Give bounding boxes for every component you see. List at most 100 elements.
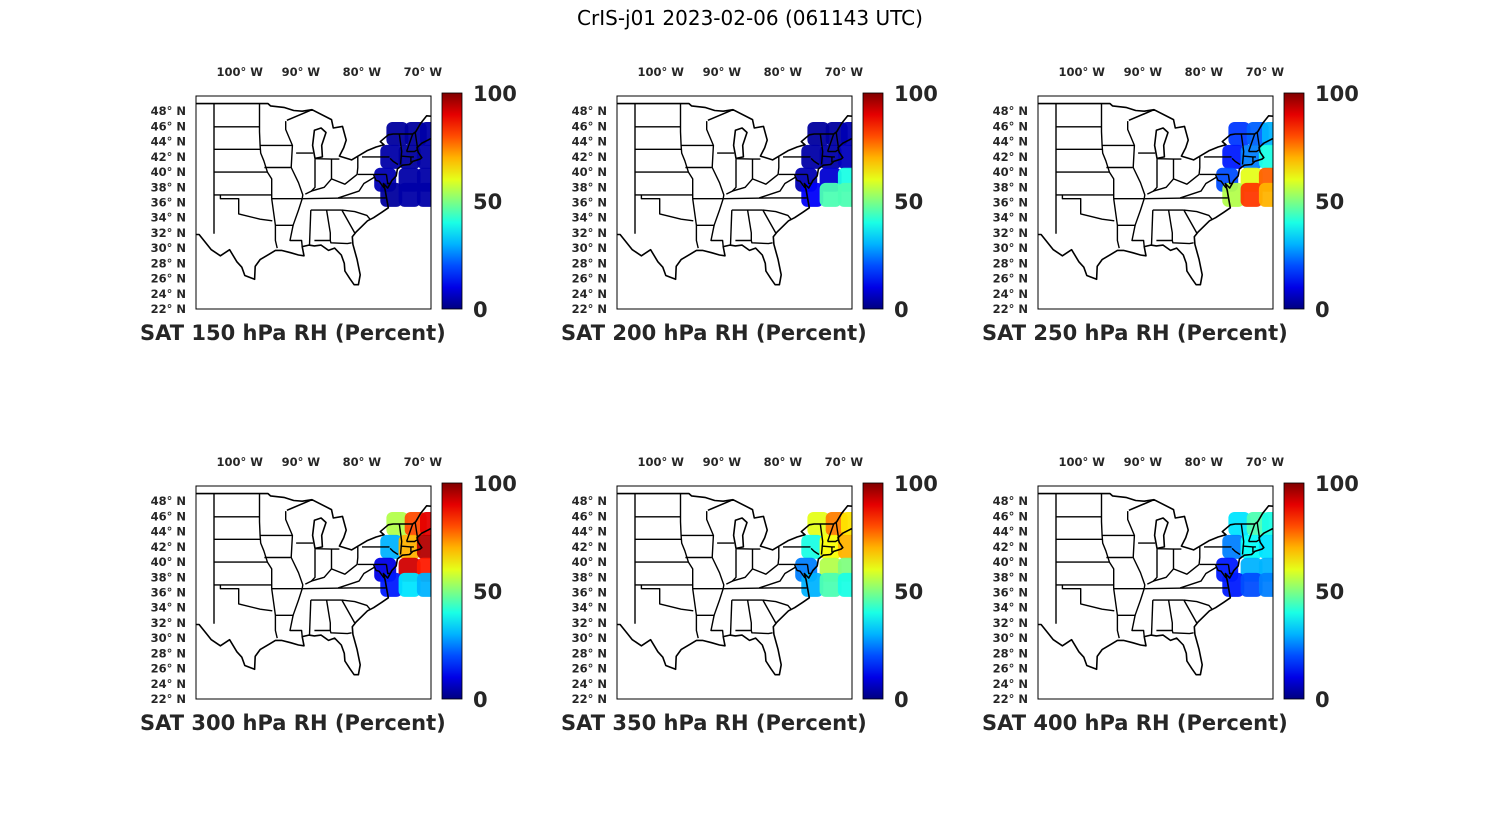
state-boundary xyxy=(1113,198,1120,249)
state-boundary xyxy=(337,566,375,589)
lat-tick-label: 28° N xyxy=(151,256,186,270)
lat-tick-label: 34° N xyxy=(151,211,186,225)
rh-data-cell xyxy=(837,182,852,207)
lon-tick-label: 90° W xyxy=(282,65,321,79)
lon-tick-label: 100° W xyxy=(1058,455,1105,469)
map-frame xyxy=(616,95,853,310)
state-boundary xyxy=(1153,546,1201,582)
map-area xyxy=(196,102,431,286)
state-boundary xyxy=(385,174,391,185)
state-boundary xyxy=(406,539,418,543)
lat-tick-label: 26° N xyxy=(151,272,186,286)
state-boundary xyxy=(806,564,812,575)
panel-title: SAT 250 hPa RH (Percent) xyxy=(982,321,1288,345)
state-boundary xyxy=(821,155,835,158)
lon-tick-label: 70° W xyxy=(404,65,443,79)
state-boundary xyxy=(308,210,312,246)
lat-tick-label: 26° N xyxy=(993,662,1028,676)
rh-data-cell xyxy=(416,182,431,207)
lat-tick-label: 42° N xyxy=(572,150,607,164)
lat-tick-label: 36° N xyxy=(993,196,1028,210)
panel-title: SAT 200 hPa RH (Percent) xyxy=(561,321,867,345)
lat-tick-label: 24° N xyxy=(993,287,1028,301)
lat-tick-label: 36° N xyxy=(993,586,1028,600)
state-boundary xyxy=(826,523,835,542)
state-boundary xyxy=(729,210,733,246)
lat-tick-label: 42° N xyxy=(151,150,186,164)
coastline xyxy=(196,137,431,286)
lat-tick-label: 36° N xyxy=(572,586,607,600)
lat-tick-label: 30° N xyxy=(151,241,186,255)
map-area xyxy=(617,102,852,286)
state-boundary xyxy=(341,209,356,234)
rh-data-cell xyxy=(1258,572,1273,597)
lat-tick-label: 22° N xyxy=(993,692,1028,706)
map-panel: 100° W 90° W 80° W 70° W 48° N46° N 44° N42° … xyxy=(140,65,517,345)
lake-michigan xyxy=(1153,127,1169,160)
state-boundary xyxy=(1247,523,1256,542)
state-boundary xyxy=(1248,539,1260,543)
panel-title: SAT 300 hPa RH (Percent) xyxy=(140,711,446,735)
state-boundary xyxy=(1242,545,1256,548)
state-boundary xyxy=(311,156,359,192)
lat-tick-label: 48° N xyxy=(993,104,1028,118)
state-boundary xyxy=(1117,224,1145,247)
state-boundary xyxy=(735,239,773,245)
lat-tick-label: 40° N xyxy=(572,555,607,569)
rh-data-cell xyxy=(1258,144,1273,169)
colorbar-tick-label: 50 xyxy=(1315,580,1344,604)
rh-data-cell xyxy=(1222,182,1245,207)
colorbar-tick-label: 50 xyxy=(894,190,923,214)
panel-title: SAT 400 hPa RH (Percent) xyxy=(982,711,1288,735)
lat-tick-label: 44° N xyxy=(993,525,1028,539)
lat-tick-label: 24° N xyxy=(151,677,186,691)
lat-tick-label: 38° N xyxy=(151,570,186,584)
lon-tick-label: 100° W xyxy=(637,65,684,79)
lat-tick-label: 24° N xyxy=(151,287,186,301)
lat-tick-label: 36° N xyxy=(151,196,186,210)
state-boundary xyxy=(793,174,806,189)
lake-michigan xyxy=(1153,517,1169,550)
state-boundary xyxy=(1183,209,1213,220)
state-boundary xyxy=(762,599,777,624)
lat-tick-label: 32° N xyxy=(151,226,186,240)
lat-tick-label: 22° N xyxy=(993,302,1028,316)
lat-tick-label: 44° N xyxy=(993,135,1028,149)
state-boundary xyxy=(271,588,278,639)
state-boundary xyxy=(275,614,303,637)
map-panel: 100° W 90° W 80° W 70° W 48° N46° N 44° N42° … xyxy=(982,455,1359,735)
colorbar-tick-label: 100 xyxy=(473,472,517,496)
lat-tick-label: 44° N xyxy=(572,135,607,149)
state-boundary xyxy=(314,629,352,635)
map-panel: 100° W 90° W 80° W 70° W 48° N46° N 44° N42° … xyxy=(140,455,517,735)
lat-tick-label: 38° N xyxy=(993,180,1028,194)
state-boundary xyxy=(258,493,273,589)
lat-tick-label: 28° N xyxy=(993,646,1028,660)
lon-tick-label: 90° W xyxy=(282,455,321,469)
map-area xyxy=(617,492,852,676)
state-boundary xyxy=(1256,131,1261,149)
map-panel: 100° W 90° W 80° W 70° W 48° N46° N 44° N42° … xyxy=(561,455,938,735)
state-boundary xyxy=(1100,103,1115,199)
lat-tick-label: 28° N xyxy=(151,646,186,660)
state-boundary xyxy=(400,155,414,158)
state-boundary xyxy=(304,549,316,585)
colorbar-tick-label: 0 xyxy=(473,688,488,712)
colorbar xyxy=(862,92,884,310)
state-boundary xyxy=(414,131,419,149)
lat-tick-label: 32° N xyxy=(993,226,1028,240)
state-boundary xyxy=(1150,600,1154,636)
lat-tick-label: 48° N xyxy=(151,494,186,508)
lake-michigan xyxy=(311,517,327,550)
lat-tick-label: 40° N xyxy=(993,555,1028,569)
colorbar-tick-label: 100 xyxy=(1315,472,1359,496)
state-boundary xyxy=(835,131,840,149)
lon-tick-label: 70° W xyxy=(825,455,864,469)
coastline xyxy=(1038,527,1273,676)
lat-tick-label: 26° N xyxy=(151,662,186,676)
map-frame xyxy=(195,95,432,310)
state-boundary xyxy=(679,493,694,589)
state-boundary xyxy=(308,600,312,636)
state-boundary xyxy=(1100,493,1115,589)
rh-data-cell xyxy=(1258,534,1273,559)
